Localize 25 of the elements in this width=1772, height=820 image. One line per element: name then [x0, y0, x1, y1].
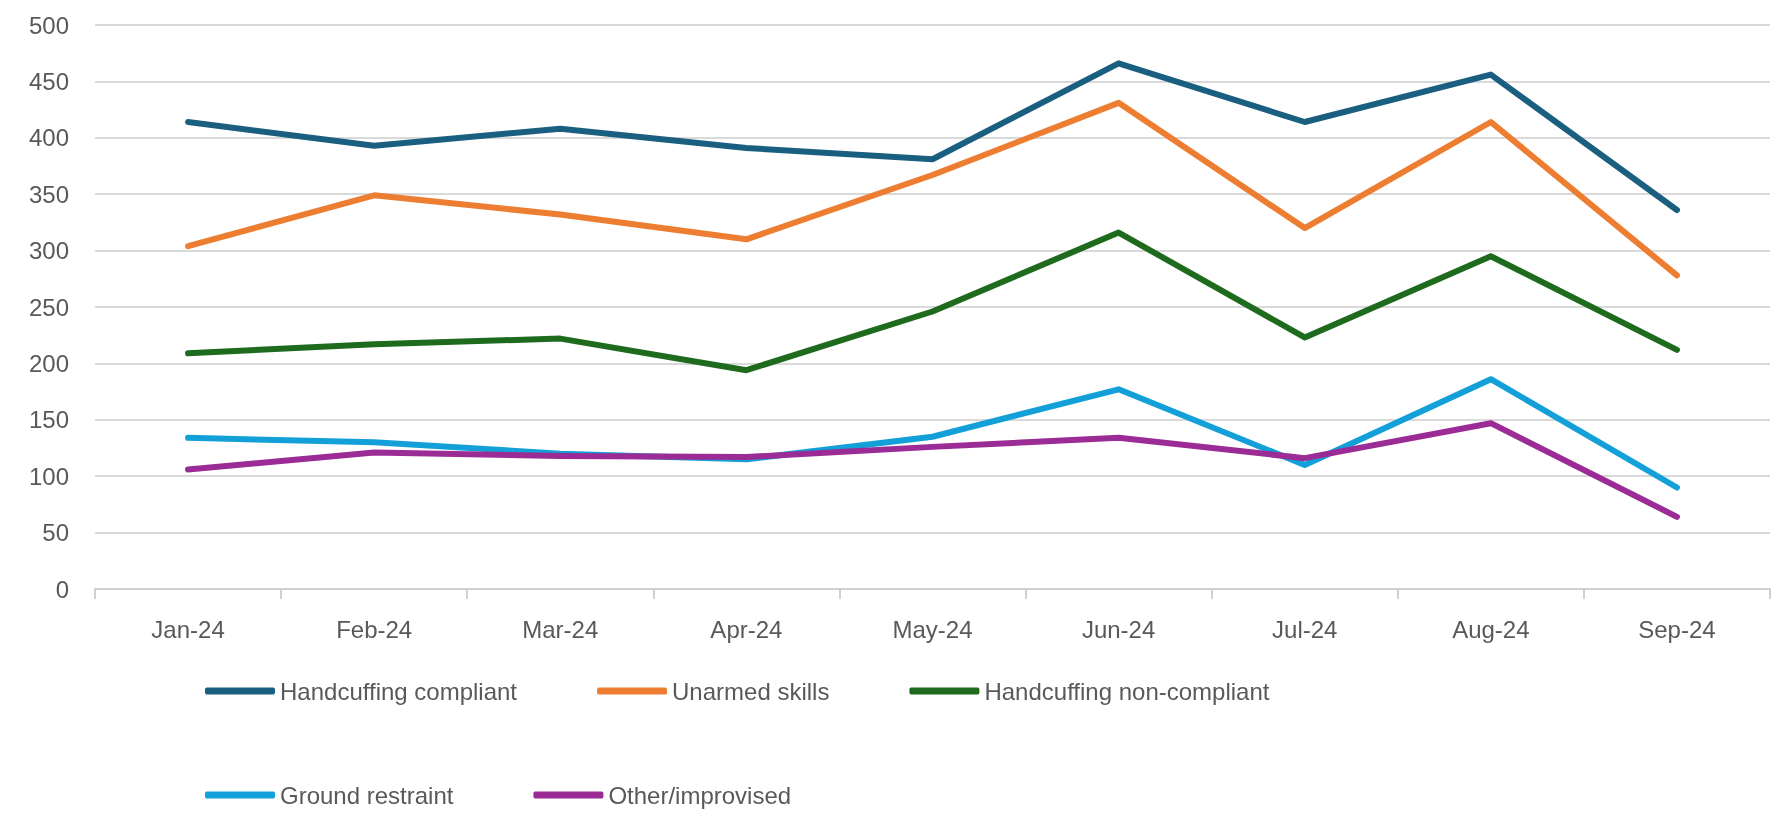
x-tick-label: Aug-24 — [1452, 615, 1530, 643]
y-tick-label: 200 — [28, 349, 69, 377]
y-tick-label: 100 — [28, 462, 69, 490]
y-tick-label: 50 — [42, 519, 69, 547]
y-tick-label: 350 — [28, 180, 69, 208]
y-tick-label: 300 — [28, 237, 69, 265]
y-tick-label: 500 — [28, 11, 69, 39]
x-tick-label: Mar-24 — [522, 615, 599, 643]
x-tick-label: Jun-24 — [1081, 615, 1156, 643]
legend-label: Unarmed skills — [672, 677, 830, 705]
x-tick-label: Feb-24 — [336, 615, 413, 643]
legend-label: Handcuffing compliant — [280, 677, 518, 705]
x-tick-label: Apr-24 — [710, 615, 783, 643]
x-tick-label: May-24 — [892, 615, 973, 643]
y-tick-label: 0 — [55, 575, 69, 603]
x-tick-label: Jan-24 — [151, 615, 225, 643]
y-tick-label: 400 — [28, 124, 69, 152]
legend-label: Other/improvised — [608, 781, 792, 809]
y-tick-label: 450 — [28, 67, 69, 95]
x-tick-label: Sep-24 — [1638, 615, 1716, 643]
x-tick-label: Jul-24 — [1272, 615, 1338, 643]
y-tick-label: 150 — [28, 406, 69, 434]
legend-label: Handcuffing non-compliant — [984, 677, 1270, 705]
legend-label: Ground restraint — [280, 781, 454, 809]
y-tick-label: 250 — [28, 293, 69, 321]
